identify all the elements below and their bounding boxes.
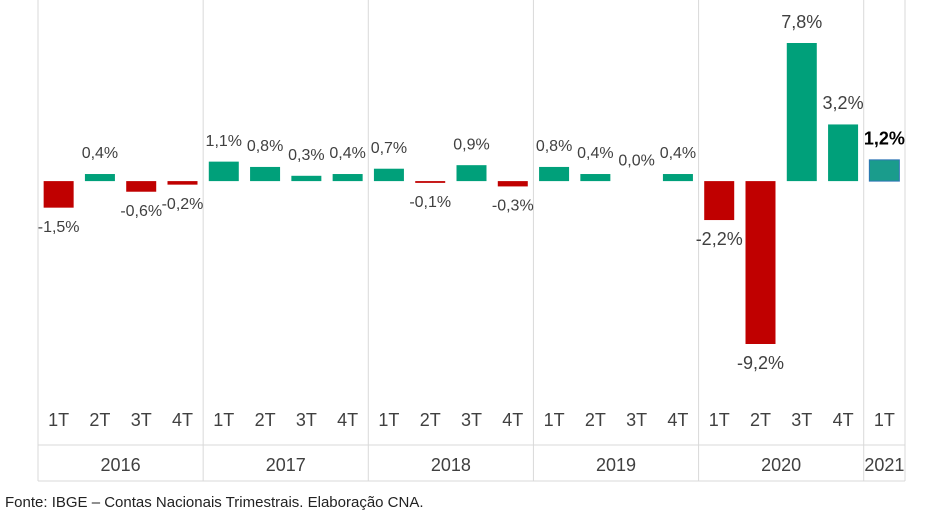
x-tick-label: 3T: [461, 410, 482, 430]
x-tick-label: 1T: [544, 410, 565, 430]
bar: [786, 43, 817, 182]
value-label: 0,4%: [82, 145, 118, 162]
x-tick-label: 1T: [48, 410, 69, 430]
value-label: 7,8%: [781, 12, 822, 32]
year-label: 2016: [101, 455, 141, 475]
x-tick-label: 4T: [833, 410, 854, 430]
x-tick-label: 4T: [667, 410, 688, 430]
value-label: 0,4%: [329, 145, 365, 162]
value-label: -0,2%: [162, 196, 204, 213]
value-label: -0,1%: [409, 194, 451, 211]
bar: [662, 174, 693, 182]
x-tick-label: 1T: [874, 410, 895, 430]
value-label: -9,2%: [737, 353, 784, 373]
bar: [539, 166, 570, 182]
bar: [84, 174, 115, 182]
x-tick-label: 1T: [378, 410, 399, 430]
bar: [291, 175, 322, 182]
value-label: -0,6%: [120, 203, 162, 220]
bar: [704, 181, 735, 221]
value-label: 1,2%: [864, 129, 905, 149]
bar: [456, 165, 487, 182]
value-label: 0,7%: [371, 140, 407, 157]
bar: [126, 181, 157, 192]
x-tick-label: 1T: [213, 410, 234, 430]
x-tick-label: 1T: [709, 410, 730, 430]
year-label: 2017: [266, 455, 306, 475]
year-label: 2020: [761, 455, 801, 475]
bar: [415, 181, 446, 183]
bar: [332, 174, 363, 182]
bar: [250, 166, 281, 182]
x-tick-label: 3T: [626, 410, 647, 430]
bar: [43, 181, 74, 208]
x-tick-label: 3T: [296, 410, 317, 430]
value-label: 0,9%: [453, 136, 489, 153]
bar: [828, 124, 859, 182]
x-tick-label: 2T: [89, 410, 110, 430]
x-tick-label: 2T: [750, 410, 771, 430]
x-tick-label: 2T: [585, 410, 606, 430]
value-label: -2,2%: [696, 229, 743, 249]
bar: [208, 161, 239, 182]
x-tick-label: 3T: [131, 410, 152, 430]
x-tick-label: 3T: [791, 410, 812, 430]
x-tick-label: 2T: [255, 410, 276, 430]
value-label: 0,8%: [247, 138, 283, 155]
value-label: 0,4%: [660, 145, 696, 162]
x-tick-label: 4T: [337, 410, 358, 430]
x-tick-label: 4T: [502, 410, 523, 430]
value-label: 0,0%: [618, 152, 654, 169]
value-label: 3,2%: [823, 93, 864, 113]
bar: [580, 174, 611, 182]
x-tick-label: 4T: [172, 410, 193, 430]
value-label: 0,8%: [536, 138, 572, 155]
bar: [373, 168, 404, 182]
value-label: -1,5%: [38, 219, 80, 236]
year-label: 2018: [431, 455, 471, 475]
source-note: Fonte: IBGE – Contas Nacionais Trimestra…: [5, 494, 424, 511]
bar: [868, 159, 900, 182]
value-label: 1,1%: [206, 133, 242, 150]
year-label: 2021: [864, 455, 904, 475]
bar: [497, 181, 528, 187]
value-label: 0,3%: [288, 147, 324, 164]
value-label: -0,3%: [492, 198, 534, 215]
year-label: 2019: [596, 455, 636, 475]
bar: [745, 181, 776, 344]
bar: [167, 181, 198, 185]
value-label: 0,4%: [577, 145, 613, 162]
x-tick-label: 2T: [420, 410, 441, 430]
